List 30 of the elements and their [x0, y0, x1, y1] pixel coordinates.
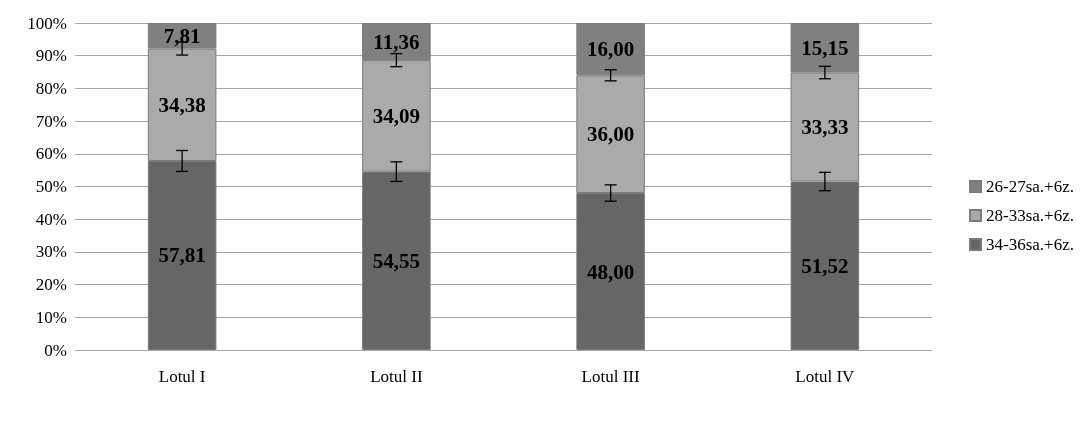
y-tick-label: 100% — [27, 13, 67, 33]
data-label: 34,09 — [372, 103, 420, 128]
x-tick-label: Lotul I — [158, 367, 206, 386]
data-label: 57,81 — [158, 243, 206, 268]
data-label: 34,38 — [158, 92, 206, 117]
y-tick-label: 0% — [44, 340, 67, 360]
data-label: 15,15 — [801, 35, 849, 60]
y-tick-label: 40% — [35, 209, 67, 229]
y-tick-label: 90% — [35, 46, 67, 66]
data-label: 51,52 — [801, 253, 849, 278]
y-tick-label: 20% — [35, 275, 67, 295]
y-tick-label: 80% — [35, 78, 67, 98]
data-label: 33,33 — [801, 115, 849, 140]
y-tick-label: 50% — [35, 177, 67, 196]
x-tick-label: Lotul III — [581, 367, 640, 386]
legend-label: 26-27sa.+6z. — [986, 177, 1075, 196]
data-label: 7,81 — [163, 23, 201, 48]
data-label: 54,55 — [372, 248, 420, 273]
legend-label: 34-36sa.+6z. — [986, 235, 1075, 254]
y-tick-label: 60% — [35, 144, 67, 164]
y-tick-label: 70% — [35, 111, 67, 131]
x-tick-label: Lotul II — [370, 367, 423, 386]
legend-label: 28-33sa.+6z. — [986, 206, 1075, 225]
y-tick-label: 10% — [35, 307, 67, 327]
data-label: 48,00 — [587, 259, 635, 284]
y-tick-label: 30% — [35, 242, 67, 262]
x-tick-label: Lotul IV — [795, 367, 856, 386]
data-label: 36,00 — [587, 122, 635, 147]
data-label: 11,36 — [373, 29, 420, 54]
data-label: 16,00 — [587, 37, 635, 62]
